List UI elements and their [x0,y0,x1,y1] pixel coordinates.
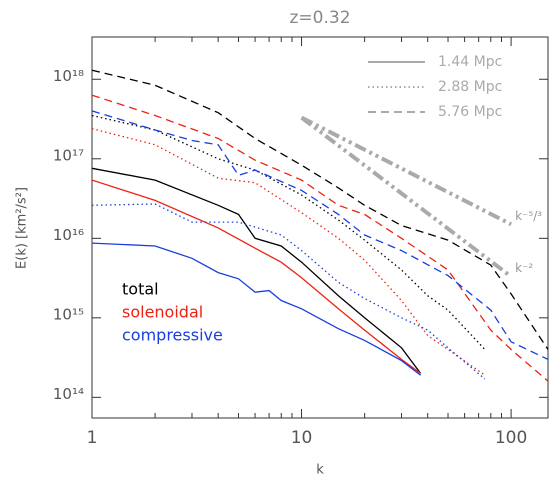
legend-label: 1.44 Mpc [438,54,502,70]
legend-label: 5.76 Mpc [438,104,502,120]
series-line [92,94,548,382]
reference-line [300,115,513,227]
series-line [92,242,421,376]
legend-label: total [122,280,159,299]
y-tick-label: 10¹⁴ [53,385,84,403]
x-axis-label: k [316,463,324,478]
series-line [92,127,486,376]
legend-label: compressive [122,326,223,345]
series-line [92,69,548,350]
series-line [92,110,548,360]
reference-label: k⁻⁵/³ [515,209,542,223]
y-axis-label: E(k) [km²/s²] [15,187,30,269]
plot-frame [91,36,549,419]
plot-area [92,69,548,382]
reference-label: k⁻² [515,261,533,275]
x-tick-label: 1 [87,428,98,448]
chart-title: z=0.32 [289,8,350,28]
y-tick-label: 10¹⁷ [53,146,84,164]
reference-line [300,116,513,279]
x-tick-label: 100 [495,428,527,448]
x-tick-label: 10 [291,428,313,448]
series-line [92,179,421,374]
y-tick-label: 10¹⁵ [53,305,84,323]
legend-label: 2.88 Mpc [438,79,502,95]
y-tick-label: 10¹⁸ [53,67,84,85]
series-line [92,167,422,374]
legend-label: solenoidal [122,303,203,322]
y-tick-label: 10¹⁶ [53,226,84,244]
